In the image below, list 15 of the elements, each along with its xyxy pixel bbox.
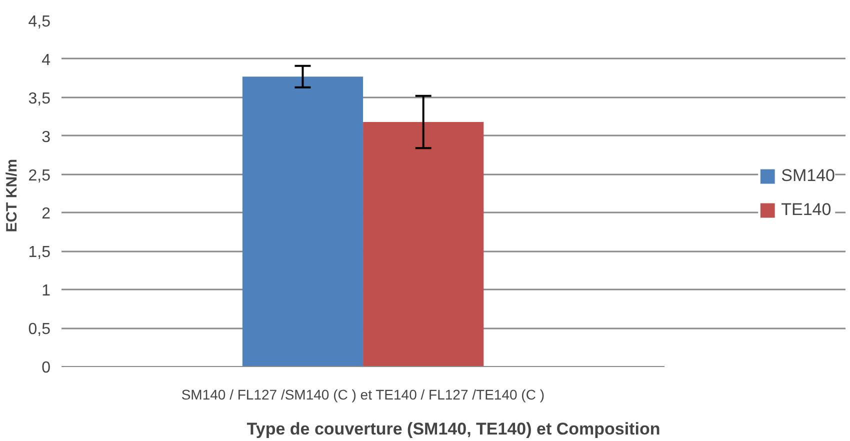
x-tick-label: SM140 / FL127 /SM140 (C ) et TE140 / FL127 /TE140 (C ): [181, 386, 544, 402]
y-tick-label: 3: [42, 128, 51, 146]
y-tick-label: 0,5: [28, 321, 51, 338]
x-axis-title: Type de couverture (SM140, TE140) et Composition: [246, 420, 660, 438]
y-tick-label: 0: [42, 360, 51, 376]
y-axis-title: ECT KN/m: [3, 158, 20, 232]
y-tick-label: 4,5: [28, 14, 51, 30]
y-tick-label: 3,5: [28, 90, 51, 108]
legend-label: SM140: [781, 166, 835, 186]
y-tick-label: 2: [42, 206, 51, 223]
y-tick-label: 1: [42, 282, 51, 300]
y-tick-label: 4: [42, 52, 51, 69]
y-tick-label: 2,5: [28, 167, 51, 184]
legend-label: TE140: [781, 200, 832, 220]
y-tick-label: 1,5: [28, 244, 51, 262]
